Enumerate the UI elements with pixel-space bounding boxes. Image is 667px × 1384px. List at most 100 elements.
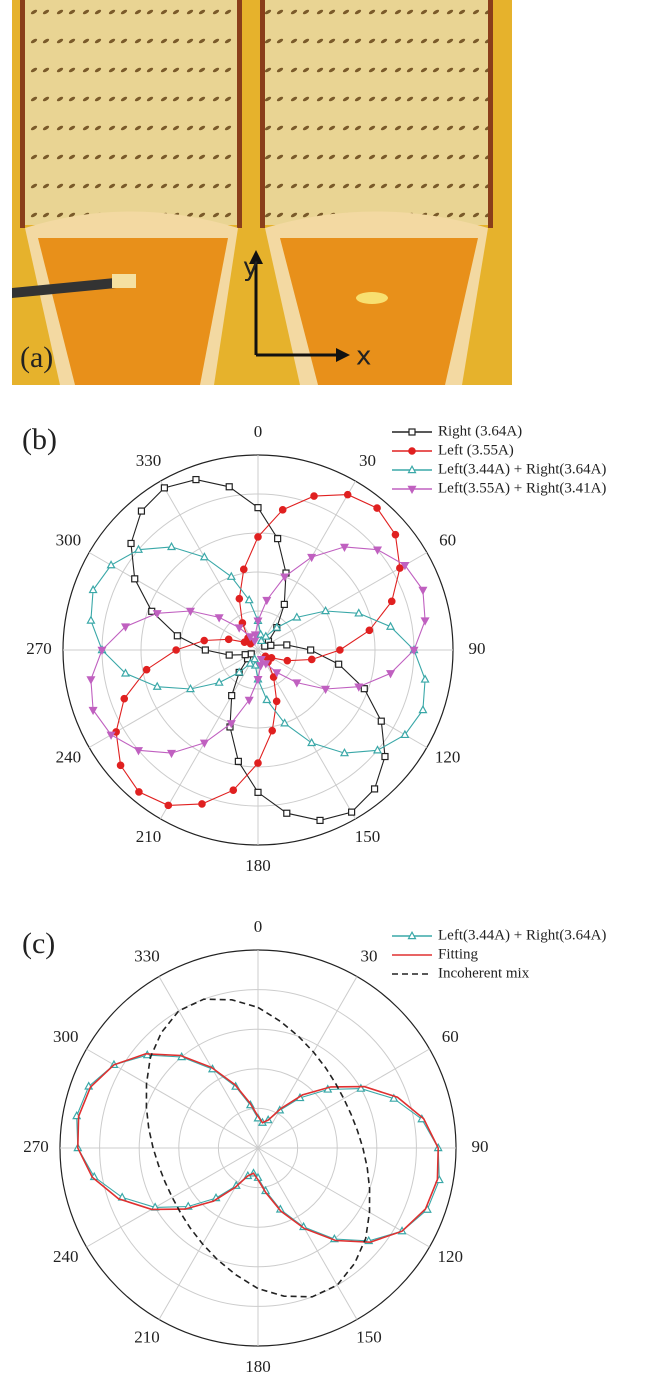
legend-label: Left(3.44A) + Right(3.64A) <box>438 461 606 477</box>
theta-tick-label: 60 <box>439 530 456 549</box>
data-point <box>422 618 429 624</box>
data-point <box>284 642 290 648</box>
data-point <box>392 531 398 537</box>
data-point <box>280 507 286 513</box>
data-point <box>322 607 329 613</box>
data-point <box>268 642 274 648</box>
legend-marker <box>409 429 415 435</box>
axis-label: y <box>243 253 258 283</box>
theta-tick-label: 0 <box>254 917 263 936</box>
data-point <box>397 565 403 571</box>
data-point <box>236 595 242 601</box>
theta-tick-label: 300 <box>53 1027 79 1046</box>
data-point <box>308 555 315 561</box>
data-point <box>168 750 175 756</box>
legend-marker <box>409 448 415 454</box>
legend-label: Left(3.55A) + Right(3.41A) <box>438 480 606 496</box>
data-point <box>241 566 247 572</box>
theta-tick-label: 90 <box>472 1137 489 1156</box>
data-point <box>382 754 388 760</box>
theta-tick-label: 240 <box>53 1247 79 1266</box>
data-point <box>161 485 167 491</box>
data-point <box>165 802 171 808</box>
data-point <box>117 762 123 768</box>
theta-tick-label: 300 <box>56 530 82 549</box>
theta-tick-label: 90 <box>469 639 486 658</box>
data-point <box>263 597 270 603</box>
data-point <box>235 758 241 764</box>
data-point <box>422 676 429 682</box>
grid-spoke <box>159 1148 258 1319</box>
data-point <box>121 695 127 701</box>
data-point <box>216 679 223 685</box>
data-point <box>242 652 248 658</box>
data-point <box>273 698 279 704</box>
data-point <box>366 627 372 633</box>
data-point <box>226 484 232 490</box>
data-point <box>308 647 314 653</box>
legend-label: Left (3.55A) <box>438 442 514 458</box>
theta-tick-label: 270 <box>26 639 52 658</box>
data-point <box>255 760 261 766</box>
data-point <box>229 693 235 699</box>
data-point <box>269 727 275 733</box>
data-point <box>174 633 180 639</box>
theta-tick-label: 30 <box>359 451 376 470</box>
panel-a-photo <box>12 0 512 385</box>
grid-spoke <box>258 1049 429 1148</box>
theta-tick-label: 180 <box>245 1357 271 1376</box>
data-point <box>173 647 179 653</box>
axis-label: x <box>356 342 371 372</box>
data-point <box>357 1085 364 1091</box>
theta-tick-label: 330 <box>134 946 160 965</box>
data-point <box>378 718 384 724</box>
data-point <box>255 505 261 511</box>
data-point <box>281 601 287 607</box>
data-point <box>108 561 115 567</box>
panel-label: (c) <box>22 927 55 960</box>
theta-tick-label: 240 <box>56 747 82 766</box>
theta-tick-label: 210 <box>136 827 162 846</box>
data-point <box>225 636 231 642</box>
panel-label: (a) <box>20 341 53 374</box>
data-point <box>284 810 290 816</box>
data-point <box>275 536 281 542</box>
data-point <box>419 706 426 712</box>
theta-tick-label: 120 <box>435 747 461 766</box>
data-point <box>226 652 232 658</box>
data-point <box>202 647 208 653</box>
figure: (a) y x (b) 0 30 60 90 120 150 180 210 240 270 300 3… <box>0 0 667 1384</box>
data-point <box>389 598 395 604</box>
legend-label: Right (3.64A) <box>438 423 522 439</box>
grid-spoke <box>258 977 357 1148</box>
data-point <box>128 540 134 546</box>
data-point <box>108 732 115 738</box>
data-point <box>193 477 199 483</box>
data-point <box>255 789 261 795</box>
theta-tick-label: 270 <box>23 1137 49 1156</box>
data-point <box>138 508 144 514</box>
data-point <box>374 505 380 511</box>
data-point <box>216 615 223 621</box>
theta-tick-label: 180 <box>245 856 271 875</box>
data-point <box>372 786 378 792</box>
data-point <box>322 686 329 692</box>
data-point <box>87 617 94 623</box>
data-point <box>199 801 205 807</box>
data-point <box>337 647 343 653</box>
data-point <box>311 493 317 499</box>
data-point <box>255 534 261 540</box>
grid-spoke <box>258 481 356 650</box>
theta-tick-label: 0 <box>254 422 263 441</box>
legend-label: Incoherent mix <box>438 965 530 981</box>
data-point <box>284 657 290 663</box>
theta-tick-label: 150 <box>356 1327 382 1346</box>
grid-spoke <box>258 650 427 748</box>
data-point <box>143 666 149 672</box>
panel-label: (b) <box>22 423 57 456</box>
data-point <box>361 686 367 692</box>
grid-spoke <box>87 1148 258 1247</box>
theta-tick-label: 210 <box>134 1327 160 1346</box>
data-point <box>309 656 315 662</box>
theta-tick-label: 330 <box>136 451 162 470</box>
